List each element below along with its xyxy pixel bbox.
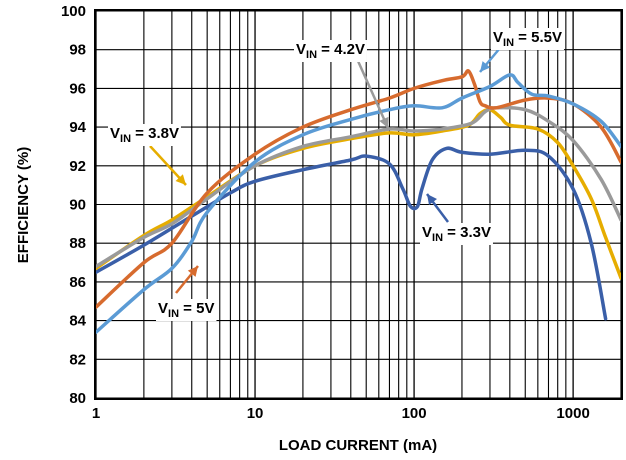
plot-frame [94, 9, 623, 400]
annotation-arrowhead [427, 194, 437, 205]
annotation-arrowhead [379, 116, 389, 128]
series-line-vin-5-5v [94, 73, 623, 334]
annotation-background [156, 299, 217, 321]
annotation-background [108, 124, 181, 146]
annotation-label: VIN = 3.8V [110, 125, 179, 145]
annotation-arrowhead [480, 61, 491, 72]
series-annotations: VIN = 5.5V VIN = 4.2V VIN = 3.8V VIN = 3.3V… [108, 28, 564, 321]
annotation-label: VIN = 3.3V [422, 224, 491, 244]
series-line-vin-4-2v [94, 105, 623, 269]
y-axis-title: EFFICIENCY (%) [15, 147, 32, 263]
x-tick-label: 100 [402, 405, 427, 422]
annotation-arrowhead [175, 174, 186, 185]
series-line-vin-3-3v [94, 146, 608, 321]
y-tick-label: 100 [61, 3, 86, 20]
annotation-background [420, 223, 493, 245]
y-tick-label: 80 [69, 390, 86, 407]
annotation-label: VIN = 5V [158, 300, 214, 320]
y-tick-label: 98 [69, 42, 86, 59]
annotation-background [491, 28, 564, 50]
x-tick-label: 1000 [556, 405, 589, 422]
y-tick-label: 90 [69, 197, 86, 214]
y-tick-label: 82 [69, 351, 86, 368]
series-lines [94, 69, 623, 334]
x-axis-title: LOAD CURRENT (mA) [279, 437, 437, 454]
y-tick-label: 86 [69, 274, 86, 291]
annotation-leader [356, 60, 390, 129]
annotation-label: VIN = 5.5V [493, 29, 562, 49]
annotation-background [294, 40, 367, 62]
tick-labels: 80 82 84 86 88 90 92 94 96 98 100 1 10 100 1000 [61, 3, 590, 422]
y-tick-label: 84 [69, 313, 86, 330]
y-tick-label: 94 [69, 119, 86, 136]
y-tick-label: 92 [69, 158, 86, 175]
y-tick-label: 88 [69, 235, 86, 252]
y-tick-label: 96 [69, 80, 86, 97]
x-tick-label: 10 [247, 405, 264, 422]
x-tick-label: 1 [92, 405, 100, 422]
annotation-arrowhead [187, 266, 198, 277]
annotation-label: VIN = 4.2V [296, 41, 365, 61]
series-line-vin-5v [94, 69, 623, 309]
